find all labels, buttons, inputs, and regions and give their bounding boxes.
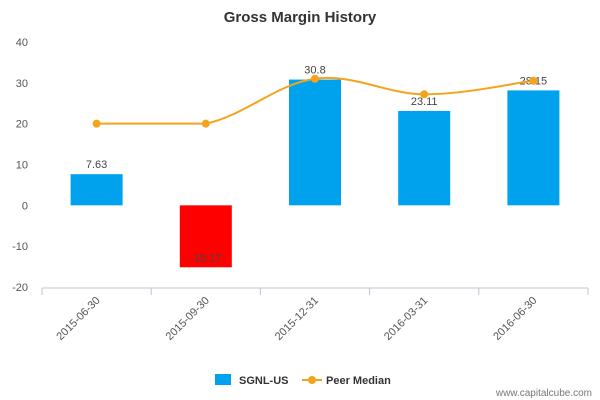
bar [179,205,232,268]
peer-median-point [311,74,319,83]
legend: SGNL-US Peer Median [215,374,391,387]
y-tick-label: 20 [16,119,28,131]
y-tick-label: -10 [12,241,28,253]
bar [507,90,560,206]
x-axis: 2015-06-30 2015-09-30 2015-12-31 2016-03-31… [41,287,589,343]
y-axis: -20 -10 0 10 20 30 40 [12,37,28,294]
legend-marker-peer-median [308,376,316,384]
bar [289,79,341,206]
peer-median-point [92,119,101,128]
peer-median-series [92,74,538,128]
y-tick-label: -20 [12,282,28,294]
x-tick-label: 2015-06-30 [54,295,102,343]
bar-data-label: -15.17 [190,252,221,264]
bar-data-label: 30.8 [304,65,325,77]
bar [398,110,451,206]
bar-series [70,79,560,268]
bar-data-label: 23.11 [411,96,438,108]
bar-data-label: 7.63 [86,159,107,171]
x-tick-label: 2015-12-31 [273,295,321,343]
y-tick-label: 40 [16,37,28,49]
y-tick-label: 30 [16,78,28,90]
peer-median-point [529,76,538,85]
x-tick-label: 2016-06-30 [491,295,539,343]
legend-label-peer-median: Peer Median [326,375,391,387]
legend-label-sgnl: SGNL-US [239,375,289,387]
x-tick-label: 2016-03-31 [382,295,430,343]
peer-median-point [420,90,429,99]
y-tick-label: 10 [16,160,28,172]
bar [70,174,123,206]
chart-title: Gross Margin History [224,9,377,26]
x-tick-label: 2015-09-30 [164,295,212,343]
credit-text: www.capitalcube.com [495,388,592,399]
y-tick-label: 0 [22,200,28,212]
peer-median-point [201,119,210,128]
legend-swatch-sgnl [215,374,231,385]
